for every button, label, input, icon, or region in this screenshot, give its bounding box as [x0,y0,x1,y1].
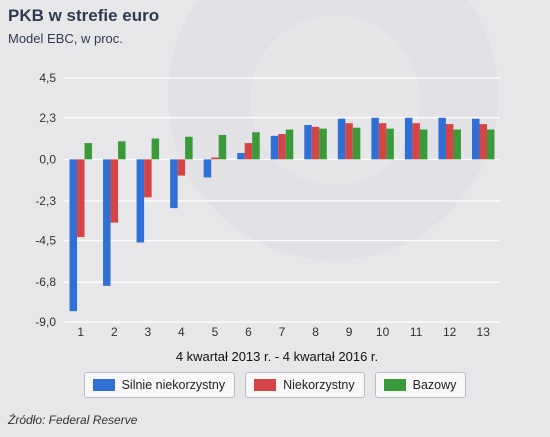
y-tick-label: -9,0 [35,315,56,329]
bar-niekorzystny-11 [412,123,420,160]
legend-label: Bazowy [412,378,457,392]
bar-niekorzystny-1 [77,159,85,238]
bar-silnie-niekorzystny-6 [237,153,245,160]
legend-item: Bazowy [374,372,467,398]
x-tick-label: 7 [279,325,286,339]
x-tick-label: 12 [443,325,457,339]
bar-niekorzystny-10 [378,123,387,160]
y-tick-labels: 4,5 2,3 0,0 -2,3 -4,5 -6,8 -9,0 [35,71,56,329]
bar-bazowy-9 [352,127,361,160]
bar-bazowy-4 [185,136,193,160]
bar-niekorzystny-9 [345,123,353,160]
bar-silnie-niekorzystny-10 [371,117,379,160]
x-tick-labels: 1 2 3 4 5 6 7 8 9 10 11 12 13 [77,325,490,339]
x-tick-label: 13 [477,325,491,339]
x-tick-label: 8 [312,325,319,339]
legend-swatch [254,379,277,391]
bar-silnie-niekorzystny-7 [270,135,279,160]
bar-silnie-niekorzystny-1 [69,159,78,312]
bar-bazowy-3 [151,138,160,160]
y-tick-label: 0,0 [39,152,56,166]
x-tick-label: 1 [77,325,84,339]
x-tick-label: 9 [346,325,353,339]
bar-bazowy-13 [486,129,495,160]
bar-silnie-niekorzystny-13 [471,118,480,160]
bar-bazowy-8 [319,128,327,160]
bar-silnie-niekorzystny-3 [136,159,145,243]
bar-niekorzystny-8 [311,126,320,160]
bar-niekorzystny-13 [479,124,487,160]
bar-bazowy-7 [285,129,294,160]
bar-niekorzystny-3 [144,159,152,198]
bar-niekorzystny-12 [445,124,454,160]
bar-bazowy-10 [386,128,394,160]
bar-silnie-niekorzystny-11 [404,117,413,160]
y-tick-label: 4,5 [39,71,56,85]
source-note: Źródło: Federal Reserve [8,413,138,427]
bar-niekorzystny-7 [278,134,286,160]
bar-silnie-niekorzystny-5 [203,159,212,178]
bar-bazowy-6 [252,132,260,160]
bar-niekorzystny-6 [244,143,253,160]
x-tick-label: 5 [212,325,219,339]
x-tick-label: 10 [376,325,390,339]
bar-silnie-niekorzystny-12 [438,117,446,160]
x-tick-label: 3 [145,325,152,339]
bar-niekorzystny-4 [177,159,186,176]
x-tick-label: 11 [410,325,423,339]
chart-subtitle: Model EBC, w proc. [8,31,123,46]
y-tick-label: -2,3 [35,194,56,208]
bar-bazowy-1 [84,143,93,160]
bar-niekorzystny-5 [211,157,219,160]
bar-silnie-niekorzystny-8 [304,124,312,160]
x-tick-label: 6 [245,325,252,339]
legend-swatch [92,379,115,391]
legend: Silnie niekorzystny Niekorzystny Bazowy [0,372,550,402]
bar-bazowy-2 [118,141,126,160]
legend-item: Niekorzystny [245,372,365,398]
y-tick-label: 2,3 [39,111,56,125]
legend-swatch [383,379,406,391]
y-tick-label: -6,8 [35,275,56,289]
x-tick-label: 4 [178,325,185,339]
gridlines [64,77,500,323]
x-tick-label: 2 [111,325,118,339]
bar-silnie-niekorzystny-2 [103,159,111,286]
legend-item: Silnie niekorzystny [83,372,236,398]
bars [69,117,495,312]
y-tick-label: -4,5 [35,234,56,248]
bar-chart: 4,52,30,0-2,3-4,5-6,8-9,0 1 2 3 4 5 6 7 8 9 10 11 1… [35,71,500,364]
bar-bazowy-5 [218,134,227,160]
bar-niekorzystny-2 [110,159,119,223]
bar-bazowy-12 [453,129,461,160]
bar-silnie-niekorzystny-4 [170,159,178,209]
bar-bazowy-11 [419,129,428,160]
legend-label: Niekorzystny [283,378,355,392]
bar-silnie-niekorzystny-9 [337,118,346,160]
chart-title: PKB w strefie euro [8,6,160,25]
x-axis-label: 4 kwartał 2013 r. - 4 kwartał 2016 r. [176,349,378,364]
legend-label: Silnie niekorzystny [121,378,226,392]
